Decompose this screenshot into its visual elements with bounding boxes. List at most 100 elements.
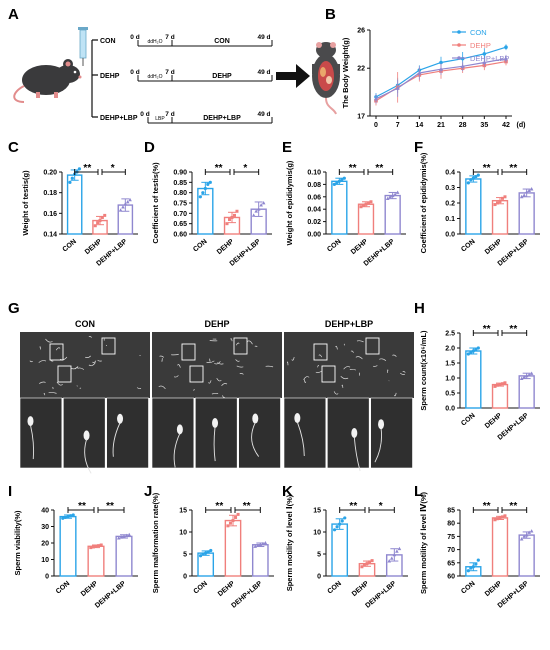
x-tick-label: DEHP (217, 580, 237, 598)
data-point (341, 519, 344, 522)
bar (225, 521, 240, 576)
data-point (103, 214, 106, 217)
timeline-start-label: 0 d (140, 111, 149, 118)
sperm-head (27, 416, 33, 426)
y-tick-label: 0.5 (445, 391, 455, 398)
timeline-end-label: 49 d (257, 69, 270, 76)
arrow-icon (276, 64, 310, 88)
y-tick-label: 15 (313, 508, 321, 515)
y-tick-label: 40 (41, 508, 49, 515)
data-point (338, 522, 341, 525)
y-tick-label: 0.60 (173, 232, 187, 239)
panel-letter-d: D (144, 139, 155, 156)
data-point (206, 183, 209, 186)
group-name: DEHP (100, 73, 120, 80)
significance-label: ** (509, 501, 517, 512)
y-tick-label: 0.0 (445, 406, 455, 413)
significance-label: ** (349, 501, 357, 512)
y-tick-label: 0 (183, 574, 187, 581)
y-axis-label: Sperm malformation rate(%) (151, 492, 160, 593)
x-tick-label: DEHP (84, 238, 104, 256)
data-point (235, 210, 238, 213)
x-tick-label: CON (193, 580, 209, 595)
y-tick-label: 5 (317, 552, 321, 559)
micrograph-image (152, 332, 282, 398)
micrograph-image (284, 332, 414, 398)
legend-label: CON (470, 28, 487, 37)
syringe-icon (78, 27, 88, 66)
significance-label: * (379, 501, 383, 512)
x-tick-label: 14 (415, 122, 423, 129)
data-point (368, 560, 371, 563)
y-tick-label: 0.90 (173, 170, 187, 177)
panel-letter-c: C (8, 139, 19, 156)
y-tick-label: 0.80 (173, 190, 187, 197)
sperm-head (177, 424, 183, 434)
y-tick-label: 0.75 (173, 201, 187, 208)
y-axis-label: Sperm motility of level Ⅳ(%) (419, 491, 428, 594)
significance-label: ** (509, 163, 517, 174)
significance-label: * (243, 163, 247, 174)
significance-label: ** (509, 324, 517, 335)
x-tick-label: CON (460, 238, 476, 253)
timeline-start-label: 0 d (130, 69, 139, 76)
timeline-end-label: 49 d (257, 111, 270, 118)
x-tick-label: CON (460, 580, 476, 595)
sperm-head (212, 418, 218, 428)
timeline-end-label: 49 d (257, 34, 270, 41)
data-point (199, 195, 202, 198)
acclimation-label: ddH₂O (147, 74, 162, 80)
sperm-head (117, 414, 123, 424)
y-tick-label: 10 (41, 557, 49, 564)
x-tick-label: DEHP (484, 238, 504, 256)
data-point (89, 546, 92, 549)
data-point (100, 543, 103, 546)
y-axis-label: The Body Weight(g) (341, 37, 350, 108)
data-point (343, 177, 346, 180)
significance-label: ** (106, 501, 114, 512)
bar (385, 196, 400, 234)
y-tick-label: 0.04 (307, 207, 321, 214)
data-point (232, 519, 235, 522)
sperm-head (252, 414, 258, 424)
data-point (503, 514, 506, 517)
sperm-head (351, 428, 357, 438)
treatment-label: DEHP+LBP (203, 115, 241, 122)
dissected-mouse-icon (312, 42, 340, 114)
data-point (71, 177, 74, 180)
panel-letter-i: I (8, 483, 12, 500)
y-tick-label: 65 (447, 560, 455, 567)
x-tick-label: DEHP+LBP (364, 580, 398, 610)
data-point (333, 528, 336, 531)
y-tick-label: 0.10 (307, 170, 321, 177)
y-tick-label: 17 (357, 114, 365, 121)
data-point (343, 516, 346, 519)
y-tick-label: 85 (447, 508, 455, 515)
y-tick-label: 60 (447, 574, 455, 581)
x-tick-label: DEHP+LBP (230, 580, 264, 610)
data-point (363, 564, 366, 567)
significance-label: ** (78, 501, 86, 512)
y-tick-label: 22 (357, 66, 365, 73)
bar (359, 204, 374, 234)
panel-letter-h: H (414, 300, 425, 317)
y-tick-label: 0 (45, 574, 49, 581)
timeline-mid-label: 7 d (165, 69, 174, 76)
x-tick-label: CON (55, 580, 71, 595)
data-point (467, 569, 470, 572)
data-point (369, 200, 372, 203)
data-point (467, 181, 470, 184)
zoom-inset (239, 398, 281, 468)
bar (466, 351, 481, 408)
significance-label: ** (349, 163, 357, 174)
micrograph-title: DEHP (204, 319, 229, 329)
data-point (234, 516, 237, 519)
x-tick-label: CON (192, 238, 208, 253)
sperm-head (378, 419, 384, 429)
